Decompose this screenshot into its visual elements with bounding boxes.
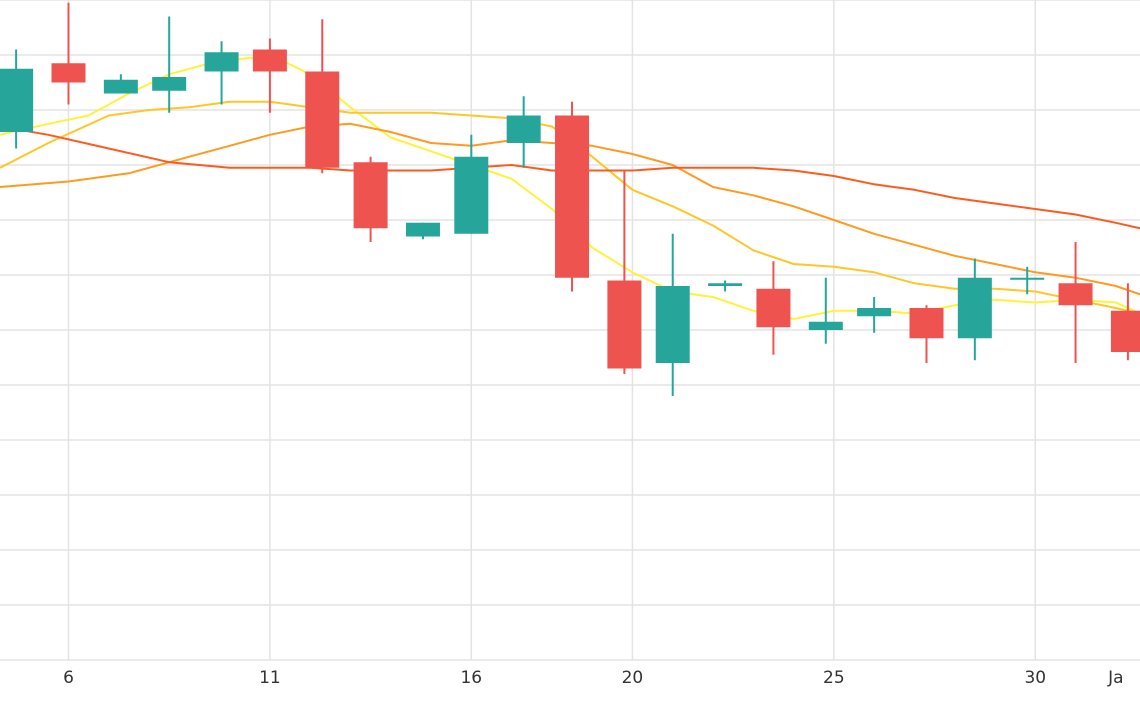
candle-up	[506, 96, 541, 168]
candle-up	[103, 74, 138, 94]
candle-body	[305, 71, 340, 168]
candle-up	[708, 280, 743, 292]
candle-down	[51, 2, 86, 105]
candle-body	[454, 156, 489, 234]
candle-up	[152, 16, 187, 113]
moving-average-line	[0, 125, 1140, 230]
candle-down	[305, 19, 340, 174]
candle-down	[555, 101, 590, 292]
candle-body	[555, 115, 590, 278]
candle-body	[808, 321, 843, 330]
candle-down	[909, 305, 944, 363]
x-tick-label: 6	[63, 668, 74, 688]
candle-body	[857, 308, 892, 317]
candle-body	[353, 162, 388, 229]
candle-up	[857, 297, 892, 333]
x-tick-label: Ja	[1107, 668, 1123, 688]
candle-body	[607, 280, 642, 369]
x-tick-label: 11	[259, 668, 281, 688]
candle-body	[1058, 283, 1093, 306]
candle-down	[353, 156, 388, 242]
candle-down	[1058, 242, 1093, 363]
candle-body	[1010, 277, 1045, 280]
candle-down	[252, 38, 287, 113]
candle-body	[152, 77, 187, 91]
x-tick-label: 20	[622, 668, 644, 688]
candle-body	[405, 222, 440, 237]
x-axis: 6 11 16 20 25 30 Ja	[63, 668, 1123, 688]
candle-up	[204, 41, 239, 105]
candle-body	[1110, 310, 1140, 352]
candle-up	[957, 258, 992, 361]
candle-body	[655, 286, 690, 363]
candle-body	[957, 277, 992, 339]
x-tick-label: 30	[1024, 668, 1046, 688]
candle-body	[51, 63, 86, 83]
candle-down	[756, 261, 791, 355]
x-tick-label: 16	[460, 668, 482, 688]
candle-body	[756, 288, 791, 328]
candle-down	[1110, 283, 1140, 361]
candles	[0, 2, 1140, 396]
candle-up	[0, 49, 34, 149]
candle-up	[454, 134, 489, 234]
candle-up	[1010, 266, 1045, 295]
candle-body	[506, 115, 541, 143]
candle-up	[405, 222, 440, 240]
grid	[0, 0, 1140, 661]
candle-body	[909, 308, 944, 339]
candle-body	[103, 79, 138, 94]
candle-down	[607, 170, 642, 374]
candle-up	[655, 233, 690, 396]
candle-up	[808, 277, 843, 344]
candle-body	[204, 52, 239, 72]
candle-body	[708, 283, 743, 286]
candle-body	[252, 49, 287, 72]
candle-body	[0, 68, 34, 132]
x-tick-label: 25	[823, 668, 845, 688]
